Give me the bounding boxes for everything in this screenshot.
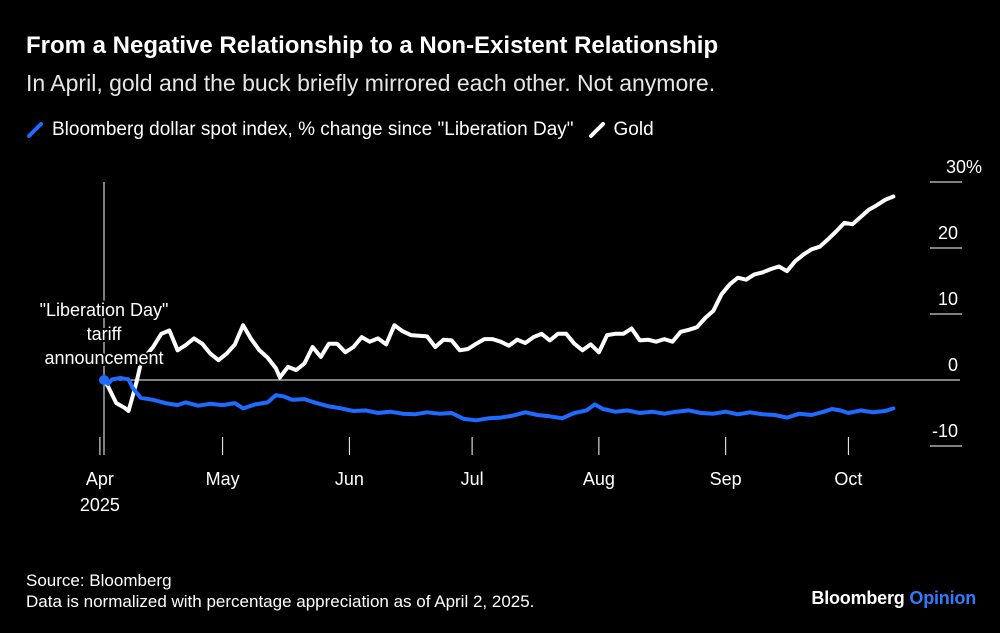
x-tick-label: Sep [710,469,742,489]
brand-section: Opinion [909,588,976,608]
legend-item-dollar: Bloomberg dollar spot index, % change si… [26,119,574,141]
legend-label-dollar: Bloomberg dollar spot index, % change si… [52,119,574,140]
gold-swatch-icon [588,121,606,139]
annotation: "Liberation Day" tariff announcement [38,298,171,370]
x-tick-label: Jul [461,469,484,489]
legend-item-gold: Gold [588,119,654,141]
gold-series-line [102,194,896,413]
chart-title: From a Negative Relationship to a Non-Ex… [26,32,719,59]
legend: Bloomberg dollar spot index, % change si… [26,119,668,141]
y-tick-label: 10 [938,289,958,309]
annotation-line1: "Liberation Day" [40,300,169,320]
legend-label-gold: Gold [613,119,654,140]
y-tick-label: -10 [932,421,958,441]
annotation-line3: announcement [44,348,163,368]
annotation-line2: tariff [87,324,123,344]
x-tick-label: May [206,469,240,489]
source-text: Source: Bloomberg [26,571,172,590]
dollar-series-line [102,376,896,423]
x-tick-sublabel: 2025 [80,495,120,515]
brand-logo: Bloomberg Opinion [811,588,976,609]
x-tick-label: Apr [86,469,114,489]
dollar-swatch-icon [26,121,44,139]
chart-subtitle: In April, gold and the buck briefly mirr… [26,70,716,96]
y-tick-label: 30% [946,157,982,177]
brand-name: Bloomberg [811,588,905,608]
y-tick-label: 0 [948,355,958,375]
series-group [102,194,896,423]
x-axis: Apr 2025 May Jun Jul Aug Sep Oct [80,437,862,515]
x-tick-label: Oct [834,469,862,489]
start-point-marker [99,375,109,385]
x-tick-label: Jun [335,469,364,489]
footer: Source: Bloomberg Data is normalized wit… [26,570,534,612]
y-tick-label: 20 [938,223,958,243]
y-axis: -10 0 10 20 30% [930,157,982,447]
note-text: Data is normalized with percentage appre… [26,592,535,611]
x-tick-label: Aug [583,469,615,489]
